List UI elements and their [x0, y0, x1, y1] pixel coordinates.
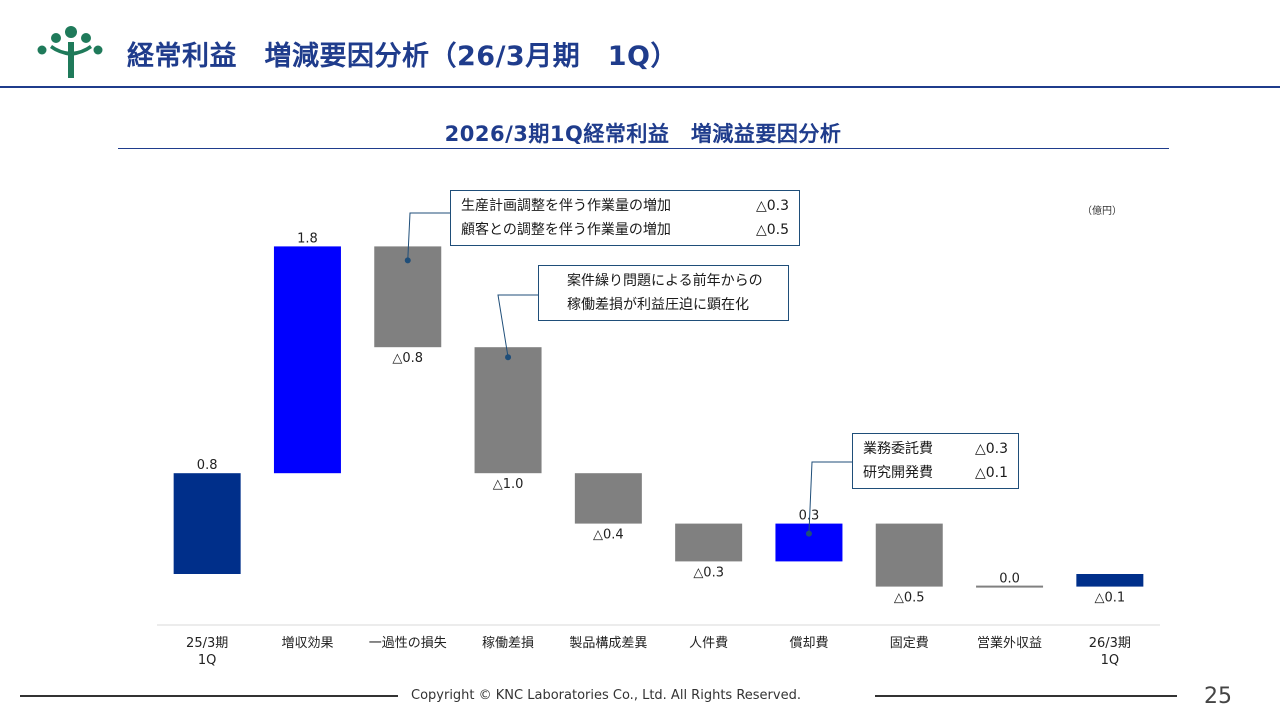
callout-leader-line [808, 461, 852, 534]
category-label: 償却費 [789, 636, 828, 651]
callout-value: △0.3 [755, 198, 789, 214]
callout-anchor-dot [505, 354, 512, 361]
data-label: 0.3 [799, 509, 820, 524]
waterfall-bar [273, 246, 341, 474]
data-label: △0.3 [693, 565, 724, 580]
callout-leader-line [407, 212, 450, 261]
waterfall-bar [675, 523, 743, 562]
data-label: △0.4 [593, 528, 624, 543]
waterfall-bar [574, 473, 642, 524]
callout-utilization-loss: 案件繰り問題による前年からの 稼働差損が利益圧迫に顕在化 [538, 265, 789, 321]
category-label: 増収効果 [281, 636, 333, 651]
tree-logo-icon [37, 26, 103, 78]
callout-text: 生産計画調整を伴う作業量の増加 [461, 198, 671, 214]
footer-line-left [20, 695, 398, 697]
waterfall-bar [875, 523, 943, 587]
category-label: 26/3期 [1089, 636, 1131, 651]
copyright-text: Copyright © KNC Laboratories Co., Ltd. A… [411, 688, 801, 703]
callout-text: 案件繰り問題による前年からの [567, 273, 763, 289]
callout-value: △0.1 [974, 465, 1008, 481]
data-label: 0.0 [999, 572, 1020, 587]
category-label: 固定費 [890, 636, 929, 651]
data-label: △1.0 [493, 477, 524, 492]
chart-title-divider [118, 148, 1169, 149]
category-label: 一過性の損失 [369, 636, 447, 651]
callout-text: 顧客との調整を伴う作業量の増加 [461, 222, 671, 238]
footer-line-right [875, 695, 1177, 697]
callout-anchor-dot [404, 257, 411, 264]
category-label: 営業外収益 [977, 635, 1042, 651]
category-label: 1Q [198, 653, 217, 668]
header-divider [0, 86, 1280, 88]
callout-leader-line [497, 294, 538, 358]
category-label: 1Q [1101, 653, 1120, 668]
data-label: △0.8 [392, 351, 423, 366]
callout-text: 業務委託費 [863, 441, 933, 457]
waterfall-bar [474, 347, 542, 474]
data-label: △0.1 [1095, 591, 1126, 606]
category-label: 25/3期 [186, 636, 228, 651]
data-label: △0.5 [894, 591, 925, 606]
callout-text: 稼働差損が利益圧迫に顕在化 [567, 297, 749, 313]
category-label: 製品構成差異 [569, 636, 647, 651]
callout-text: 研究開発費 [863, 465, 933, 481]
callout-depreciation: 業務委託費 △0.3 研究開発費 △0.1 [852, 433, 1019, 489]
category-label: 稼働差損 [482, 636, 534, 651]
callout-anchor-dot [805, 530, 812, 537]
callout-value: △0.5 [755, 222, 789, 238]
data-label: 0.8 [197, 458, 218, 473]
page-title: 経常利益 増減要因分析（26/3月期 1Q） [127, 41, 678, 72]
callout-one-time-loss: 生産計画調整を伴う作業量の増加 △0.3 顧客との調整を伴う作業量の増加 △0.5 [450, 190, 800, 246]
category-label: 人件費 [689, 636, 728, 651]
unit-label: （億円） [1082, 206, 1122, 217]
chart-title: 2026/3期1Q経常利益 増減益要因分析 [444, 122, 842, 146]
page-number: 25 [1204, 684, 1232, 709]
waterfall-bar [976, 585, 1044, 588]
callout-value: △0.3 [974, 441, 1008, 457]
waterfall-bar [1076, 574, 1144, 587]
waterfall-bar [173, 473, 241, 574]
data-label: 1.8 [297, 231, 318, 246]
